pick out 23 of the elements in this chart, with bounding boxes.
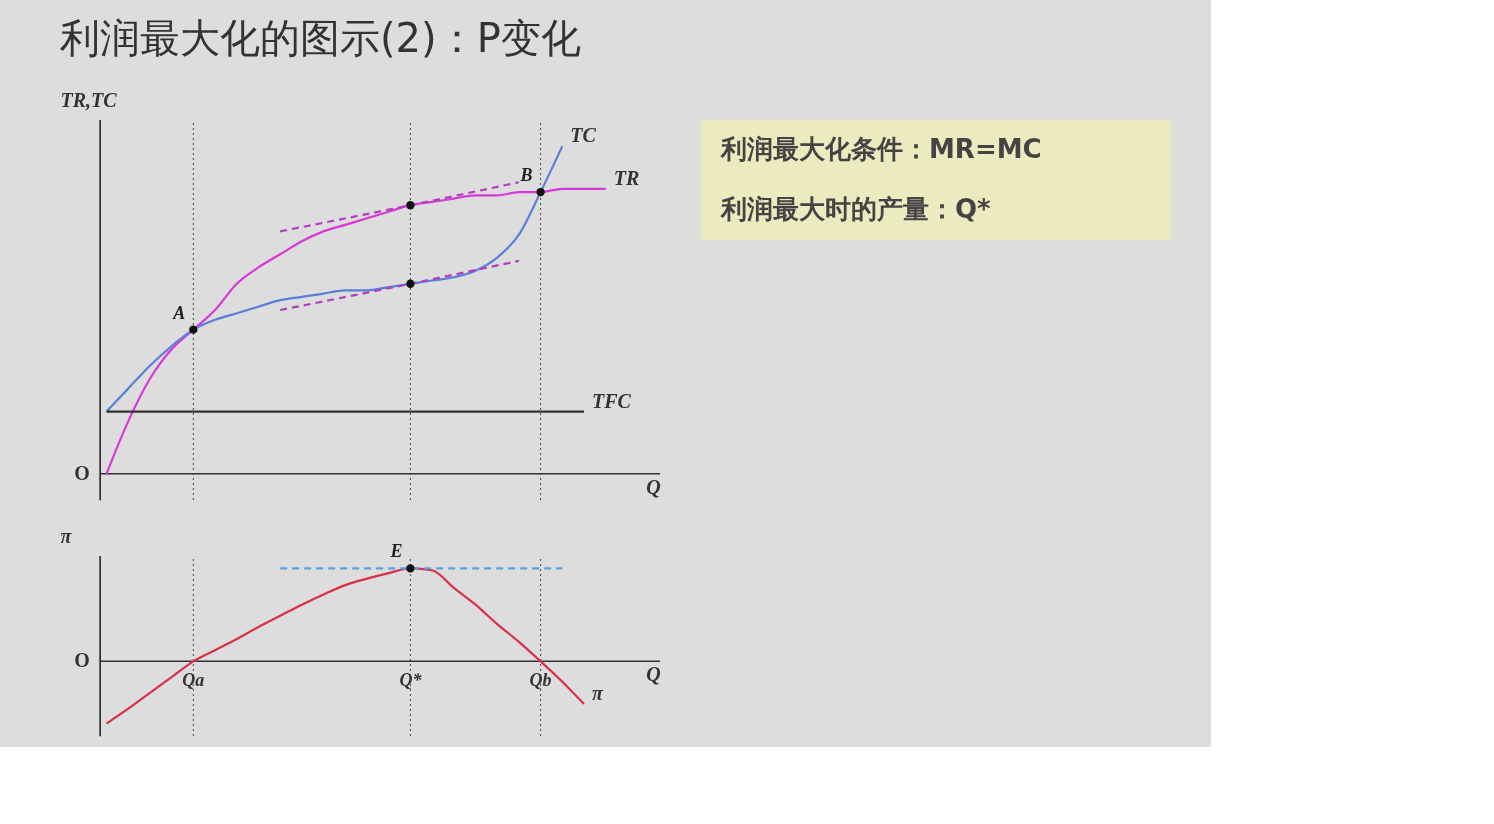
annotation: A: [172, 302, 186, 323]
point: [536, 187, 545, 197]
annotation: B: [519, 165, 533, 186]
x-tick-label: Qb: [529, 670, 552, 691]
y-axis-title: TR,TC: [60, 88, 118, 111]
point: [406, 201, 415, 210]
point: [406, 279, 415, 288]
text: 利润最大化条件：MR=MC: [720, 134, 1042, 164]
y-axis-title: π: [60, 524, 73, 547]
series-label: TFC: [592, 389, 632, 412]
x-tick-label: Q*: [399, 670, 423, 691]
text: O: [74, 649, 90, 672]
series-label: TR: [613, 166, 640, 189]
chart-title: 利润最大化的图示(2)：P变化: [60, 15, 581, 61]
x-axis-title: Q: [646, 663, 661, 686]
series-label: π: [592, 682, 605, 705]
annotation: E: [389, 541, 403, 562]
x-tick-label: Qa: [182, 670, 205, 691]
series-label: TC: [570, 124, 597, 147]
point: [189, 325, 198, 334]
text: O: [74, 461, 90, 484]
text: 利润最大时的产量：Q*: [720, 194, 992, 224]
x-axis-title: Q: [646, 475, 661, 498]
